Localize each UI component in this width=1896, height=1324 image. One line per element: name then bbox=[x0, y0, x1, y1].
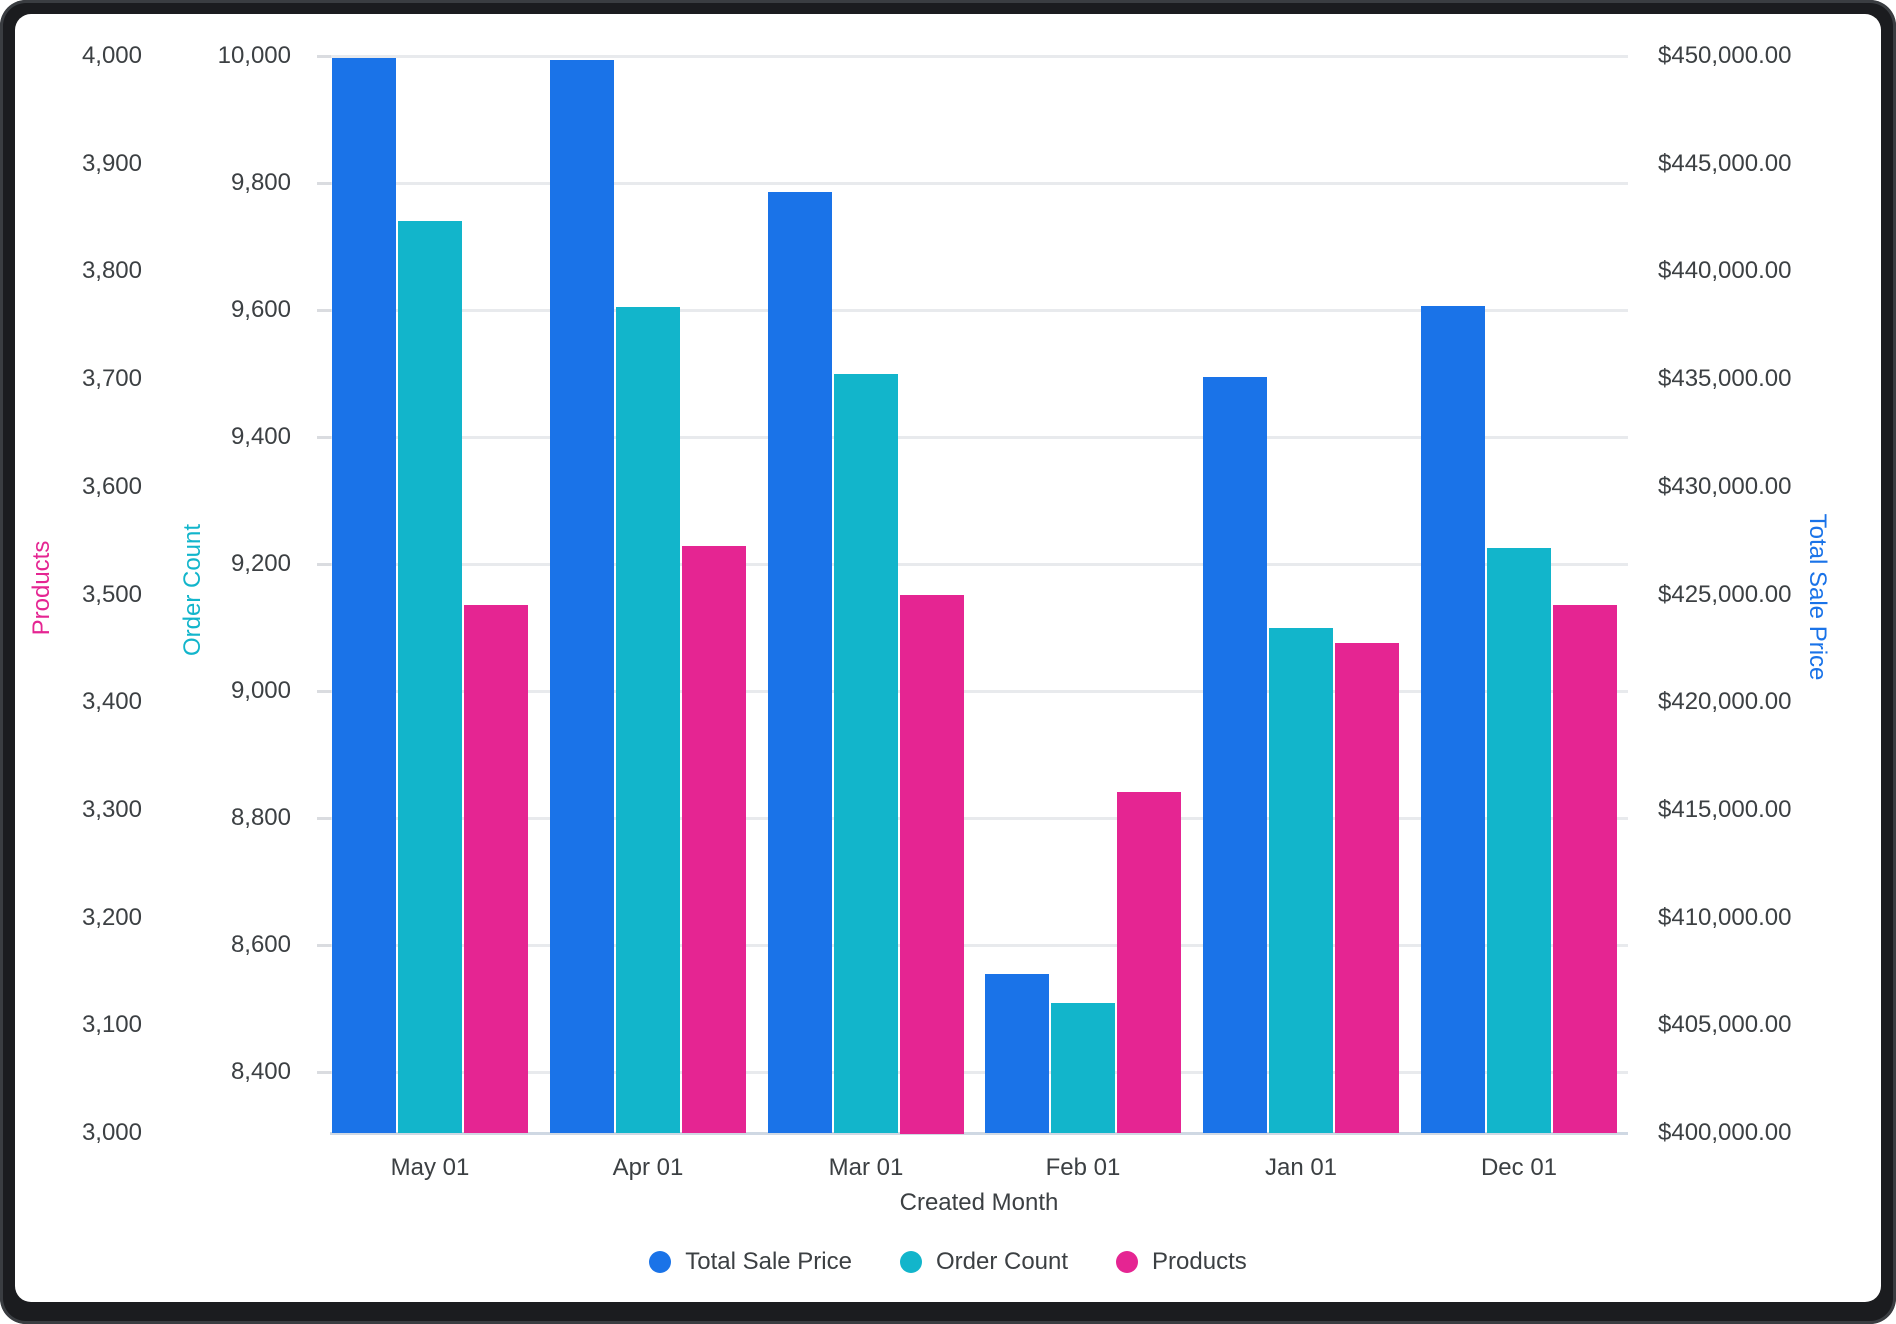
total-sale-price-tick-label: $430,000.00 bbox=[1658, 472, 1792, 500]
bar-total-sale-price-may-01[interactable] bbox=[332, 58, 396, 1133]
legend: Total Sale Price Order Count Products bbox=[0, 1248, 1896, 1276]
axis-tick bbox=[317, 689, 331, 693]
bar-total-sale-price-mar-01[interactable] bbox=[768, 192, 832, 1133]
bar-total-sale-price-jan-01[interactable] bbox=[1203, 377, 1267, 1133]
gridline bbox=[330, 54, 1628, 58]
gridline bbox=[330, 689, 1628, 693]
order-count-axis-title: Order Count bbox=[179, 523, 206, 657]
x-tick-label-jan-01: Jan 01 bbox=[1264, 1154, 1338, 1181]
products-tick-label: 3,700 bbox=[81, 365, 142, 393]
bar-order-count-mar-01[interactable] bbox=[834, 374, 898, 1133]
legend-dot-order-count bbox=[899, 1251, 922, 1273]
products-tick-label: 3,800 bbox=[81, 257, 142, 285]
total-sale-price-tick-label: $425,000.00 bbox=[1658, 580, 1792, 608]
x-tick-label-feb-01: Feb 01 bbox=[1045, 1154, 1121, 1181]
products-tick-label: 3,900 bbox=[81, 149, 142, 177]
bar-order-count-feb-01[interactable] bbox=[1051, 1003, 1115, 1133]
legend-label: Total Sale Price bbox=[685, 1248, 852, 1275]
legend-dot-products bbox=[1116, 1251, 1139, 1273]
bar-order-count-may-01[interactable] bbox=[398, 221, 462, 1133]
bar-products-feb-01[interactable] bbox=[1117, 792, 1181, 1133]
bar-order-count-dec-01[interactable] bbox=[1487, 548, 1551, 1133]
legend-item-order-count[interactable]: Order Count bbox=[899, 1248, 1069, 1276]
order-count-tick-label: 9,200 bbox=[230, 550, 291, 578]
order-count-tick-label: 10,000 bbox=[217, 42, 291, 69]
x-tick-label-dec-01: Dec 01 bbox=[1480, 1154, 1558, 1181]
total-sale-price-tick-label: $435,000.00 bbox=[1658, 365, 1792, 393]
bar-order-count-apr-01[interactable] bbox=[616, 307, 680, 1133]
legend-dot-total-sale-price bbox=[649, 1251, 672, 1273]
bar-products-mar-01[interactable] bbox=[900, 595, 964, 1134]
products-tick-label: 3,600 bbox=[81, 472, 142, 500]
gridline bbox=[330, 943, 1628, 947]
total-sale-price-tick-label: $420,000.00 bbox=[1658, 688, 1792, 716]
x-tick-label-mar-01: Mar 01 bbox=[828, 1154, 904, 1181]
order-count-tick-label: 9,600 bbox=[230, 296, 291, 324]
order-count-tick-label: 8,400 bbox=[230, 1058, 291, 1086]
products-axis-title: Products bbox=[28, 540, 55, 636]
axis-tick bbox=[317, 1070, 331, 1074]
bar-total-sale-price-apr-01[interactable] bbox=[550, 60, 614, 1133]
gridline bbox=[330, 562, 1628, 566]
axis-tick bbox=[317, 816, 331, 820]
total-sale-price-tick-label: $415,000.00 bbox=[1658, 795, 1792, 823]
gridline bbox=[330, 816, 1628, 820]
order-count-tick-label: 9,800 bbox=[230, 169, 291, 197]
gridline bbox=[330, 181, 1628, 185]
bar-total-sale-price-dec-01[interactable] bbox=[1421, 306, 1485, 1133]
axis-tick bbox=[317, 54, 331, 58]
total-sale-price-axis-title: Total Sale Price bbox=[1804, 513, 1831, 681]
products-tick-label: 4,000 bbox=[81, 42, 142, 69]
products-tick-label: 3,500 bbox=[81, 580, 142, 608]
legend-label: Products bbox=[1152, 1248, 1247, 1275]
gridline bbox=[330, 1070, 1628, 1074]
bar-total-sale-price-feb-01[interactable] bbox=[985, 974, 1049, 1133]
axis-tick bbox=[317, 181, 331, 185]
products-tick-label: 3,200 bbox=[81, 903, 142, 931]
bar-order-count-jan-01[interactable] bbox=[1269, 628, 1333, 1133]
legend-item-total-sale-price[interactable]: Total Sale Price bbox=[649, 1248, 852, 1276]
products-tick-label: 3,400 bbox=[81, 688, 142, 716]
bar-products-apr-01[interactable] bbox=[682, 546, 746, 1133]
total-sale-price-tick-label: $445,000.00 bbox=[1658, 149, 1792, 177]
axis-tick bbox=[317, 562, 331, 566]
x-tick-label-may-01: May 01 bbox=[390, 1154, 470, 1181]
order-count-tick-label: 8,600 bbox=[230, 931, 291, 959]
products-tick-label: 3,000 bbox=[81, 1119, 142, 1146]
total-sale-price-tick-label: $400,000.00 bbox=[1658, 1119, 1792, 1146]
total-sale-price-tick-label: $410,000.00 bbox=[1658, 903, 1792, 931]
x-axis-title: Created Month bbox=[899, 1189, 1059, 1216]
total-sale-price-tick-label: $405,000.00 bbox=[1658, 1011, 1792, 1039]
bar-products-may-01[interactable] bbox=[464, 605, 528, 1133]
total-sale-price-tick-label: $440,000.00 bbox=[1658, 257, 1792, 285]
axis-tick bbox=[317, 435, 331, 439]
bar-products-dec-01[interactable] bbox=[1553, 605, 1617, 1133]
gridline bbox=[330, 308, 1628, 312]
legend-label: Order Count bbox=[935, 1248, 1069, 1275]
x-axis-line bbox=[330, 1132, 1628, 1135]
x-tick-label-apr-01: Apr 01 bbox=[612, 1154, 684, 1181]
order-count-tick-label: 9,000 bbox=[230, 677, 291, 705]
order-count-tick-label: 8,800 bbox=[230, 804, 291, 832]
axis-tick bbox=[317, 943, 331, 947]
order-count-tick-label: 9,400 bbox=[230, 423, 291, 451]
total-sale-price-tick-label: $450,000.00 bbox=[1658, 42, 1792, 69]
axis-tick bbox=[317, 308, 331, 312]
bar-products-jan-01[interactable] bbox=[1335, 643, 1399, 1133]
gridline bbox=[330, 435, 1628, 439]
legend-item-products[interactable]: Products bbox=[1116, 1248, 1247, 1276]
products-tick-label: 3,300 bbox=[81, 795, 142, 823]
products-tick-label: 3,100 bbox=[81, 1011, 142, 1039]
